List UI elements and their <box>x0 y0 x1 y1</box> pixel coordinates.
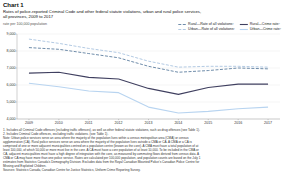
y-tick-label: 9,000 <box>6 32 15 36</box>
legend-item: Rural—Crime rate² <box>240 22 281 26</box>
grid-line <box>17 51 280 52</box>
line <box>29 72 268 94</box>
y-tick-label: 4,000 <box>6 117 15 121</box>
chart: Chart 1Rates of police-reported Criminal… <box>0 0 284 177</box>
grid-line <box>17 119 280 120</box>
x-tick-label: 2012 <box>115 121 123 125</box>
line <box>29 48 268 73</box>
x-tick-label: 2014 <box>174 121 182 125</box>
x-tick-label: 2013 <box>145 121 153 125</box>
line <box>29 83 268 113</box>
y-axis-label: rate per 100,000 population <box>3 22 47 26</box>
subtitle: all provinces, 2009 to 2017 <box>3 14 54 19</box>
y-axis: 4,000 5,000 6,000 7,000 8,000 9,000 <box>6 32 280 121</box>
legend: Rural—Rate of all violations¹Urban—Rate … <box>178 22 282 31</box>
y-tick-label: 5,000 <box>6 100 15 104</box>
legend-label: Rural—Rate of all violations¹ <box>188 22 234 26</box>
footnotes: 1. Includes all Criminal Code offences (… <box>3 128 201 172</box>
y-axis-line <box>17 34 18 119</box>
x-tick-label: 2017 <box>264 121 272 125</box>
x-axis: 2009 2010 2011 2012 2013 2014 2015 2016 2017 <box>17 119 280 125</box>
x-tick-label: 2016 <box>234 121 242 125</box>
y-tick-label: 8,000 <box>6 49 15 53</box>
y-tick-label: 7,000 <box>6 66 15 70</box>
legend-item: Rural—Rate of all violations¹ <box>178 22 234 26</box>
y-tick-label: 6,000 <box>6 83 15 87</box>
legend-item: Urban—Rate of all violations¹ <box>178 27 235 31</box>
grid-line <box>17 102 280 103</box>
legend-swatch <box>240 29 248 30</box>
plot-lines <box>29 39 268 113</box>
legend-label: Urban—Rate of all violations¹ <box>188 27 236 31</box>
x-tick-label: 2010 <box>55 121 63 125</box>
x-axis-line <box>17 119 280 120</box>
grid-line <box>17 34 280 35</box>
line <box>29 39 268 67</box>
legend-label: Rural—Crime rate² <box>250 22 281 26</box>
legend-label: Urban—Crime rate² <box>250 27 282 31</box>
legend-item: Urban—Crime rate² <box>240 27 282 31</box>
x-tick-label: 2011 <box>85 121 93 125</box>
title: Chart 1 <box>3 2 24 8</box>
x-tick-label: 2015 <box>204 121 212 125</box>
legend-swatch <box>178 24 186 25</box>
legend-swatch <box>240 24 248 25</box>
x-tick-label: 2009 <box>25 121 33 125</box>
footnote: Sources: Statistics Canada, Canadian Cen… <box>3 168 141 172</box>
legend-swatch <box>178 29 186 30</box>
